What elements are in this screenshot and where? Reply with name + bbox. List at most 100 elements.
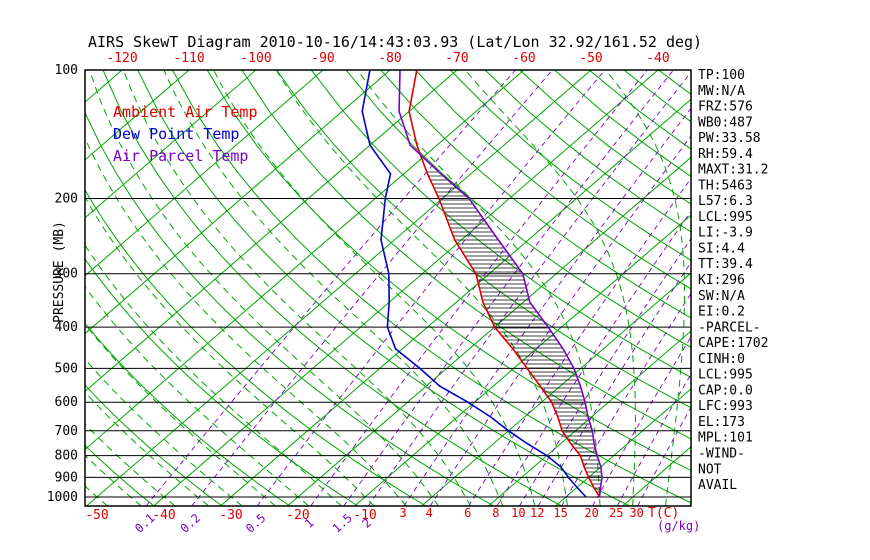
- moist-adiabat-line: [85, 285, 309, 506]
- stat-line: AVAIL: [698, 478, 737, 493]
- isotherm-line: [153, 70, 659, 506]
- mixing-ratio-line: [256, 70, 606, 506]
- isotherm-line: [85, 70, 391, 335]
- series-line-parcel: [398, 70, 603, 498]
- series-line-dewpoint: [361, 70, 587, 498]
- mixing-ratio-tick-label: 12: [530, 506, 544, 520]
- stat-line: CAP:0.0: [698, 383, 753, 398]
- pressure-axis-label: PRESSURE (MB): [52, 221, 67, 323]
- chart-generated-layers: 100 200 300 400 500 600 700 800 900 1000 -120 -110 -…: [0, 51, 769, 536]
- moist-adiabat-line: [85, 196, 375, 506]
- moist-adiabat-line: [605, 70, 685, 506]
- mixing-ratio-line: [592, 336, 691, 506]
- pressure-tick-label: 100: [55, 63, 78, 78]
- dry-adiabat-line: [85, 444, 155, 506]
- stat-line: RH:59.4: [698, 147, 753, 162]
- mixing-ratio-line: [429, 135, 691, 506]
- stat-line: SW:N/A: [698, 289, 745, 304]
- mixing-ratio-line: [561, 292, 691, 506]
- pressure-tick-label: 600: [55, 395, 78, 410]
- pressure-tick-label: 800: [55, 449, 78, 464]
- mixing-ratio-tick-label: 20: [584, 506, 598, 520]
- moist-adiabat-line: [163, 70, 504, 506]
- moist-adiabat-line: [122, 70, 472, 506]
- isotherm-line: [555, 388, 691, 506]
- isotherm-line: [220, 98, 691, 506]
- axes-and-labels: 100 200 300 400 500 600 700 800 900 1000 -120 -110 -…: [47, 51, 692, 536]
- mixing-ratio-tick-label: 0.2: [178, 511, 203, 536]
- mixing-ratio-tick-label: 25: [609, 506, 623, 520]
- moist-adiabat-line: [464, 70, 636, 506]
- legend-parcel-label: Air Parcel Temp: [113, 147, 248, 165]
- cape-hatch: [426, 171, 602, 493]
- mixing-ratio-tick-label: 6: [464, 506, 471, 520]
- stat-line: MAXT:31.2: [698, 163, 768, 178]
- dry-adiabat-line: [380, 70, 691, 319]
- temp-unit-label: T(C): [648, 506, 679, 521]
- dry-adiabat-line: [415, 70, 691, 290]
- moist-adiabat-line: [213, 70, 536, 506]
- legend-dewpoint-label: Dew Point Temp: [113, 125, 239, 143]
- series-line-ambient: [408, 70, 601, 498]
- isotherm-line: [85, 70, 324, 277]
- mixing-ratio-line: [343, 70, 674, 506]
- dry-adiabat-line: [85, 258, 359, 506]
- stat-line: MW:N/A: [698, 84, 745, 99]
- mixing-unit-label: (g/kg): [657, 519, 700, 533]
- stat-line: TH:5463: [698, 178, 753, 193]
- mixing-ratio-line: [403, 107, 691, 506]
- isotherm-line: [488, 330, 691, 506]
- mixing-ratio-tick-label: 1: [302, 516, 317, 531]
- top-temp-tick-label: -40: [646, 51, 669, 66]
- pressure-tick-label: 900: [55, 470, 78, 485]
- mixing-ratio-tick-label: 1.5: [330, 511, 355, 536]
- top-temp-tick-label: -120: [106, 51, 137, 66]
- mixing-ratio-tick-label: 4: [426, 506, 433, 520]
- isotherm-line: [287, 156, 691, 506]
- mixing-ratio-tick-label: 8: [492, 506, 499, 520]
- stat-line: LCL:995: [698, 368, 753, 383]
- plot-frame: [84, 69, 692, 507]
- mixing-ratio-tick-label: 30: [629, 506, 643, 520]
- bottom-temp-tick-label: -30: [219, 508, 242, 523]
- pressure-tick-label: 200: [55, 192, 78, 207]
- dry-adiabat-line: [102, 70, 562, 506]
- isotherm-line: [0, 70, 55, 506]
- pressure-tick-label: 700: [55, 424, 78, 439]
- background-lines: [0, 70, 691, 506]
- stat-line: CINH:0: [698, 352, 745, 367]
- stat-line: -PARCEL-: [698, 320, 761, 335]
- dry-adiabat-line: [171, 70, 691, 504]
- dry-adiabat-line: [85, 322, 291, 506]
- top-temp-tick-label: -100: [240, 51, 271, 66]
- dry-adiabat-line: [276, 70, 691, 409]
- mixing-ratio-line: [537, 261, 691, 506]
- stat-line: TT:39.4: [698, 257, 753, 272]
- stat-line: FRZ:576: [698, 100, 753, 115]
- mixing-ratio-line: [496, 210, 691, 506]
- bottom-temp-tick-label: -50: [85, 508, 108, 523]
- stat-line: SI:4.4: [698, 242, 745, 257]
- mixing-ratio-line: [145, 70, 516, 506]
- mixing-ratio-line: [519, 237, 691, 506]
- legend-ambient-label: Ambient Air Temp: [113, 103, 258, 121]
- isotherm-line: [354, 214, 691, 506]
- mixing-ratio-line: [191, 70, 553, 506]
- bottom-temp-tick-label: -10: [353, 508, 376, 523]
- dry-adiabat-line: [449, 70, 691, 261]
- moist-adiabat-line: [275, 70, 568, 506]
- stat-line: EL:173: [698, 415, 745, 430]
- mixing-ratio-line: [616, 373, 691, 506]
- stat-line: CAPE:1702: [698, 336, 768, 351]
- stat-line: PW:33.58: [698, 131, 761, 146]
- moist-adiabat-line: [85, 423, 176, 506]
- top-temp-tick-label: -70: [445, 51, 468, 66]
- stat-line: WB0:487: [698, 115, 753, 130]
- moist-adiabat-line: [85, 454, 142, 506]
- top-temp-tick-label: -110: [173, 51, 204, 66]
- moist-adiabat-line: [85, 358, 243, 506]
- dry-adiabat-line: [241, 70, 691, 440]
- dry-adiabat-line: [85, 111, 494, 506]
